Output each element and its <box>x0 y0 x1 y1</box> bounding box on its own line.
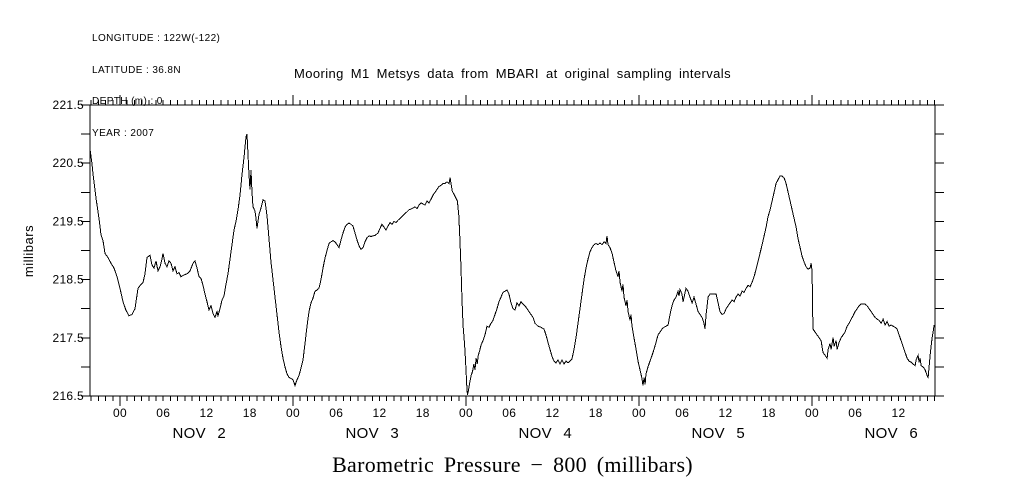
x-tick-label: 12 <box>200 406 214 420</box>
chart-title: Mooring M1 Metsys data from MBARI at ori… <box>294 66 731 81</box>
x-tick-label: 00 <box>632 406 646 420</box>
x-tick-label: 00 <box>286 406 300 420</box>
y-tick-label: 216.5 <box>52 389 84 403</box>
meta-depth: DEPTH (m) : 0 <box>92 96 163 107</box>
y-tick-label: 219.5 <box>52 214 84 228</box>
x-tick-label: 06 <box>502 406 516 420</box>
y-tick-label: 220.5 <box>52 156 84 170</box>
meta-longitude: LONGITUDE : 122W(-122) <box>92 33 221 44</box>
meta-latitude: LATITUDE : 36.8N <box>92 64 182 76</box>
x-tick-label: 18 <box>243 406 257 420</box>
x-tick-label: 06 <box>848 406 862 420</box>
plot-frame <box>89 104 936 397</box>
x-tick-label: 06 <box>675 406 689 420</box>
x-day-label: NOV 3 <box>346 425 400 442</box>
x-day-label: NOV 4 <box>519 425 573 442</box>
y-tick-label: 217.5 <box>52 331 84 345</box>
pressure-line <box>89 133 935 395</box>
x-tick-label: 00 <box>459 406 473 420</box>
x-tick-label: 12 <box>546 406 560 420</box>
x-tick-label: 00 <box>805 406 819 420</box>
x-day-label: NOV 5 <box>692 425 746 442</box>
y-tick-label: 218.5 <box>52 273 84 287</box>
x-tick-label: 18 <box>589 406 603 420</box>
x-tick-label: 18 <box>416 406 430 420</box>
x-axis-title: Barometric Pressure − 800 (millibars) <box>332 452 693 477</box>
x-tick-label: 12 <box>892 406 906 420</box>
station-metadata: LONGITUDE : 122W(-122) LATITUDE : 36.8N … <box>92 13 220 160</box>
x-tick-label: 06 <box>329 406 343 420</box>
x-day-label: NOV 6 <box>865 425 919 442</box>
meta-year: YEAR : 2007 <box>92 127 155 139</box>
x-tick-label: 18 <box>762 406 776 420</box>
x-day-label: NOV 2 <box>173 425 227 442</box>
x-tick-label: 06 <box>156 406 170 420</box>
x-tick-label: 00 <box>113 406 127 420</box>
y-tick-label: 221.5 <box>52 98 84 112</box>
x-tick-label: 12 <box>719 406 733 420</box>
x-tick-label: 12 <box>373 406 387 420</box>
